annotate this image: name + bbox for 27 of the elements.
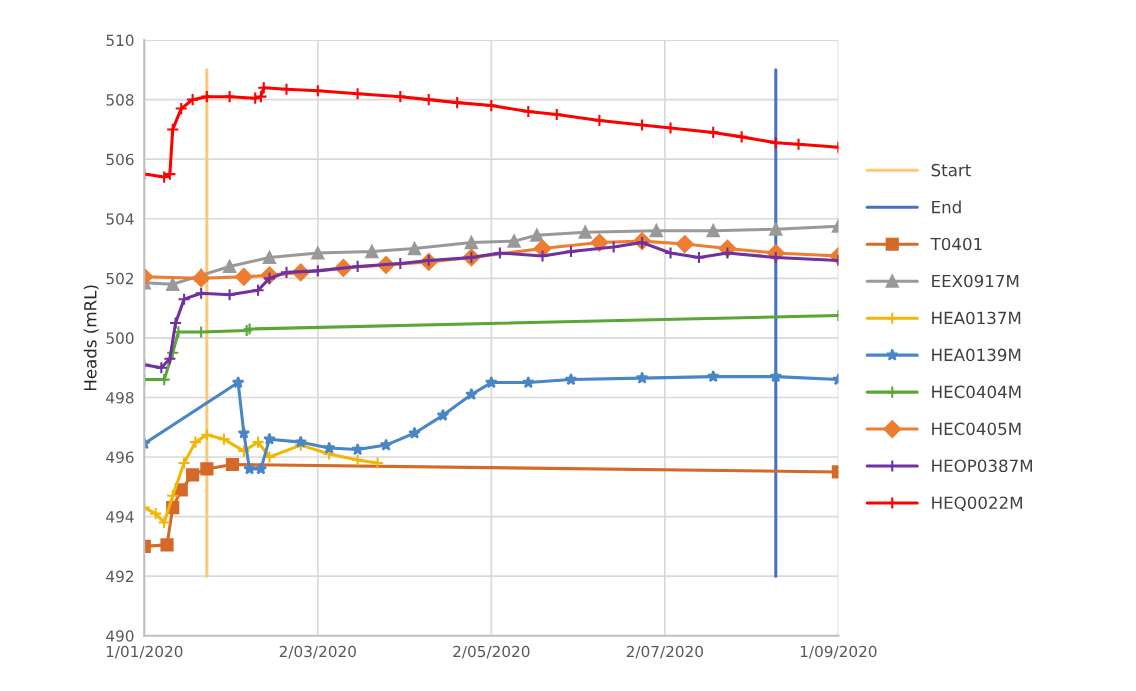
legend-label: HEC0404M xyxy=(932,385,1021,399)
legend-label: End xyxy=(932,200,961,214)
y-tick-label: 504 xyxy=(106,213,134,225)
legend-label: T0401 xyxy=(930,237,982,251)
legend-label: Start xyxy=(931,163,971,177)
y-tick-label: 502 xyxy=(106,272,134,285)
x-tick-label: 1/09/2020 xyxy=(800,645,877,659)
y-tick-label: 510 xyxy=(106,34,134,47)
x-tick-label: 2/07/2020 xyxy=(626,645,703,659)
y-tick-label: 498 xyxy=(106,391,134,404)
legend-label: HEQ0022M xyxy=(932,496,1022,511)
x-tick-label: 1/01/2020 xyxy=(106,645,183,659)
legend-label: HEA0137M xyxy=(932,311,1021,325)
x-tick-label: 2/05/2020 xyxy=(453,645,530,659)
y-tick-label: 492 xyxy=(106,570,134,583)
y-tick-label: 508 xyxy=(106,94,134,106)
legend-label: HEA0139M xyxy=(932,348,1021,362)
legend-label: HEOP0387M xyxy=(932,459,1032,473)
y-tick-label: 500 xyxy=(106,332,134,344)
legend-label: EEX0917M xyxy=(932,274,1019,288)
y-tick-label: 506 xyxy=(106,153,134,166)
y-axis-title: Heads (mRL) xyxy=(83,285,99,391)
y-tick-label: 490 xyxy=(106,630,134,642)
y-tick-label: 494 xyxy=(106,511,134,523)
x-tick-label: 2/03/2020 xyxy=(279,645,356,659)
legend-label: HEC0405M xyxy=(932,422,1021,436)
y-tick-label: 496 xyxy=(106,451,134,464)
